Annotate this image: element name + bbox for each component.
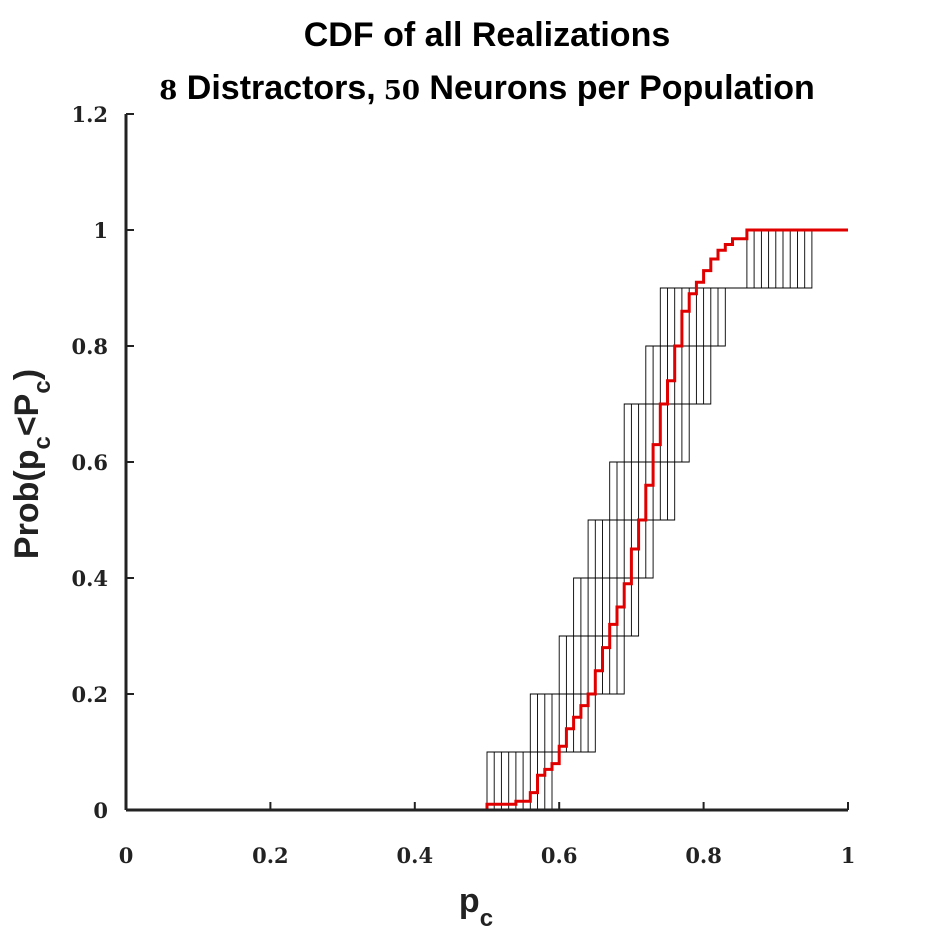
subtitle-distractor-count: 8 <box>159 76 177 106</box>
mean-cdf-line <box>126 228 848 812</box>
realization-step-line <box>126 229 848 811</box>
x-axis-label: pc <box>459 882 493 932</box>
x-tick-label: 0 <box>119 843 134 868</box>
y-tick-label: 0.2 <box>71 682 108 707</box>
y-ticks: 0 0.2 0.4 0.6 0.8 1 1.2 <box>71 102 134 823</box>
subtitle-distractors-text: Distractors, <box>177 69 375 107</box>
realization-step-line <box>126 229 848 811</box>
chart-title: CDF of all Realizations <box>304 16 671 54</box>
y-axis-label-sub2: c <box>29 380 56 393</box>
realization-step-line <box>126 229 848 811</box>
y-tick-label: 0.6 <box>71 450 108 475</box>
y-axis-label-sub1: c <box>29 436 56 449</box>
axes <box>124 114 848 812</box>
x-tick-label: 1 <box>841 843 856 868</box>
realization-step-line <box>126 229 848 811</box>
y-axis-label-prefix: Prob(p <box>8 450 46 560</box>
realization-step-line <box>126 229 848 811</box>
y-axis-label-suffix: ) <box>8 369 46 380</box>
y-tick-label: 1 <box>93 218 108 243</box>
realization-step-line <box>126 229 848 811</box>
chart-subtitle: 8 Distractors, 50 Neurons per Population <box>159 69 815 107</box>
realization-step-line <box>126 229 848 811</box>
x-axis-label-sub: c <box>480 905 493 932</box>
realization-step-line <box>126 229 848 811</box>
y-tick-label: 0.8 <box>71 334 108 359</box>
y-tick-label: 0.4 <box>71 566 108 591</box>
realization-step-line <box>126 229 848 811</box>
realization-step-line <box>126 229 848 811</box>
x-tick-label: 0.2 <box>252 843 289 868</box>
x-tick-label: 0.4 <box>397 843 434 868</box>
x-axis-label-base: p <box>459 882 480 920</box>
x-ticks: 0 0.2 0.4 0.6 0.8 1 <box>119 802 856 868</box>
subtitle-neurons-text: Neurons per Population <box>420 69 815 107</box>
y-axis-label: Prob(pc<Pc) <box>8 369 56 559</box>
realization-steps <box>126 229 848 811</box>
y-tick-label: 0 <box>93 798 108 823</box>
x-tick-label: 0.6 <box>541 843 578 868</box>
y-tick-label: 1.2 <box>71 102 108 127</box>
subtitle-neuron-count: 50 <box>384 76 420 106</box>
mean-cdf-layer <box>126 228 848 812</box>
x-tick-label: 0.8 <box>685 843 722 868</box>
y-axis-label-mid: <P <box>8 394 46 437</box>
